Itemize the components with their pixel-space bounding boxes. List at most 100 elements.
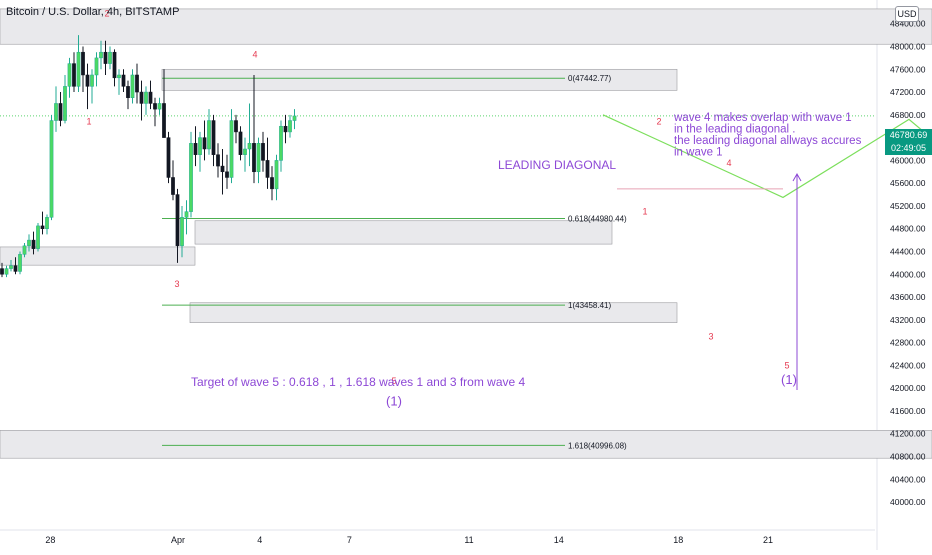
candle-body xyxy=(171,177,175,195)
candle-body xyxy=(261,143,265,161)
candle-body xyxy=(4,268,9,275)
price-axis-tick: 44800.00 xyxy=(890,224,926,234)
support-zone xyxy=(0,246,196,266)
support-zone xyxy=(0,430,932,459)
candle-body xyxy=(45,217,49,229)
candle-body xyxy=(148,91,153,104)
candle-body xyxy=(117,74,121,79)
candle-body xyxy=(270,177,274,190)
price-axis-tick: 44400.00 xyxy=(890,247,926,257)
candle-body xyxy=(279,125,283,161)
price-axis-tick: 40400.00 xyxy=(890,474,926,484)
candle-body xyxy=(22,245,27,255)
annotation-leading-diagonal: LEADING DIAGONAL xyxy=(498,158,616,172)
wave-label: (1) xyxy=(781,372,797,387)
wave-label: 4 xyxy=(726,158,731,168)
candle-body xyxy=(99,51,103,59)
wave-projection-path xyxy=(602,114,932,199)
price-axis-tick: 41200.00 xyxy=(890,429,926,439)
candle-body xyxy=(265,160,270,178)
price-axis-tick: 47600.00 xyxy=(890,64,926,74)
candle-body xyxy=(121,74,126,87)
annotation-wave4-note: in wave 1 xyxy=(674,147,723,159)
currency-button[interactable]: USD xyxy=(895,6,919,22)
candle-body xyxy=(94,57,99,76)
price-axis-tick: 40800.00 xyxy=(890,451,926,461)
bar-countdown: 02:49:05 xyxy=(890,143,927,153)
candle-body xyxy=(175,194,180,247)
candle-body xyxy=(81,51,85,76)
candle-body xyxy=(202,137,207,150)
wave-label: 5 xyxy=(391,376,396,386)
annotation-wave4-note: in the leading diagonal . xyxy=(674,124,796,136)
candle-body xyxy=(207,120,211,150)
candle-body xyxy=(220,165,225,173)
candle-body xyxy=(63,86,67,121)
last-price-tag: 46780.69 02:49:05 xyxy=(885,129,932,155)
candle-body xyxy=(126,86,130,99)
candle-body xyxy=(139,91,144,104)
candle-body xyxy=(247,143,252,150)
candle-body xyxy=(31,239,36,249)
candle-body xyxy=(153,103,157,110)
candle-body xyxy=(211,120,216,155)
candle-body xyxy=(252,143,256,173)
fib-level-label: 0.618(44980.44) xyxy=(568,214,627,223)
price-axis-tick: 47200.00 xyxy=(890,87,926,97)
fib-level-label: 0(47442.77) xyxy=(568,74,611,83)
price-axis-tick: 41600.00 xyxy=(890,406,926,416)
price-axis-tick: 43200.00 xyxy=(890,315,926,325)
time-axis-tick: 14 xyxy=(554,535,564,545)
wave-label: 3 xyxy=(708,331,713,341)
wave-label: 1 xyxy=(642,207,647,217)
price-axis-tick: 44000.00 xyxy=(890,269,926,279)
candle-body xyxy=(103,51,108,64)
wave-label: (1) xyxy=(386,393,402,408)
candle-body xyxy=(76,51,81,87)
price-axis-tick: 46000.00 xyxy=(890,155,926,165)
candle-body xyxy=(189,143,193,212)
support-zone xyxy=(194,220,613,245)
fib-level-label: 1.618(40996.08) xyxy=(568,441,627,450)
wave-label: 3 xyxy=(174,279,179,289)
support-zone xyxy=(0,8,932,45)
candle-body xyxy=(112,51,117,79)
last-price-value: 46780.69 xyxy=(889,130,928,140)
candle-body xyxy=(238,131,243,155)
support-zone xyxy=(161,68,678,91)
candle-body xyxy=(198,137,202,155)
time-axis-tick: 28 xyxy=(45,535,55,545)
candle-body xyxy=(13,265,18,272)
time-axis-tick: 21 xyxy=(763,535,773,545)
wave-label: 4 xyxy=(252,49,257,59)
candle-body xyxy=(292,115,297,121)
candle-body xyxy=(288,120,292,133)
candle-body xyxy=(180,217,184,247)
candle-body xyxy=(67,63,72,87)
price-axis-tick: 43600.00 xyxy=(890,292,926,302)
wave-label: 5 xyxy=(784,360,789,370)
candle-body xyxy=(130,74,135,99)
price-axis-tick: 42000.00 xyxy=(890,383,926,393)
annotation-target-note: Target of wave 5 : 0.618 , 1 , 1.618 wav… xyxy=(191,375,526,389)
candle-body xyxy=(58,103,63,121)
wave-label: 2 xyxy=(104,8,109,18)
candle-body xyxy=(0,268,4,275)
candle-body xyxy=(85,74,90,87)
candle-body xyxy=(40,225,45,229)
candle-body xyxy=(90,74,94,87)
target-arrow-head xyxy=(792,172,802,182)
fib-level-label: 1(43458.41) xyxy=(568,301,611,310)
candle-body xyxy=(27,239,31,247)
candle-body xyxy=(229,120,234,178)
price-axis-tick: 42400.00 xyxy=(890,360,926,370)
candle-body xyxy=(256,143,261,173)
candle-body xyxy=(36,225,40,249)
time-axis-tick: Apr xyxy=(171,535,185,545)
candle-body xyxy=(234,120,238,133)
time-axis-tick: 4 xyxy=(257,535,262,545)
price-axis-tick: 42800.00 xyxy=(890,338,926,348)
candle-body xyxy=(184,211,189,218)
